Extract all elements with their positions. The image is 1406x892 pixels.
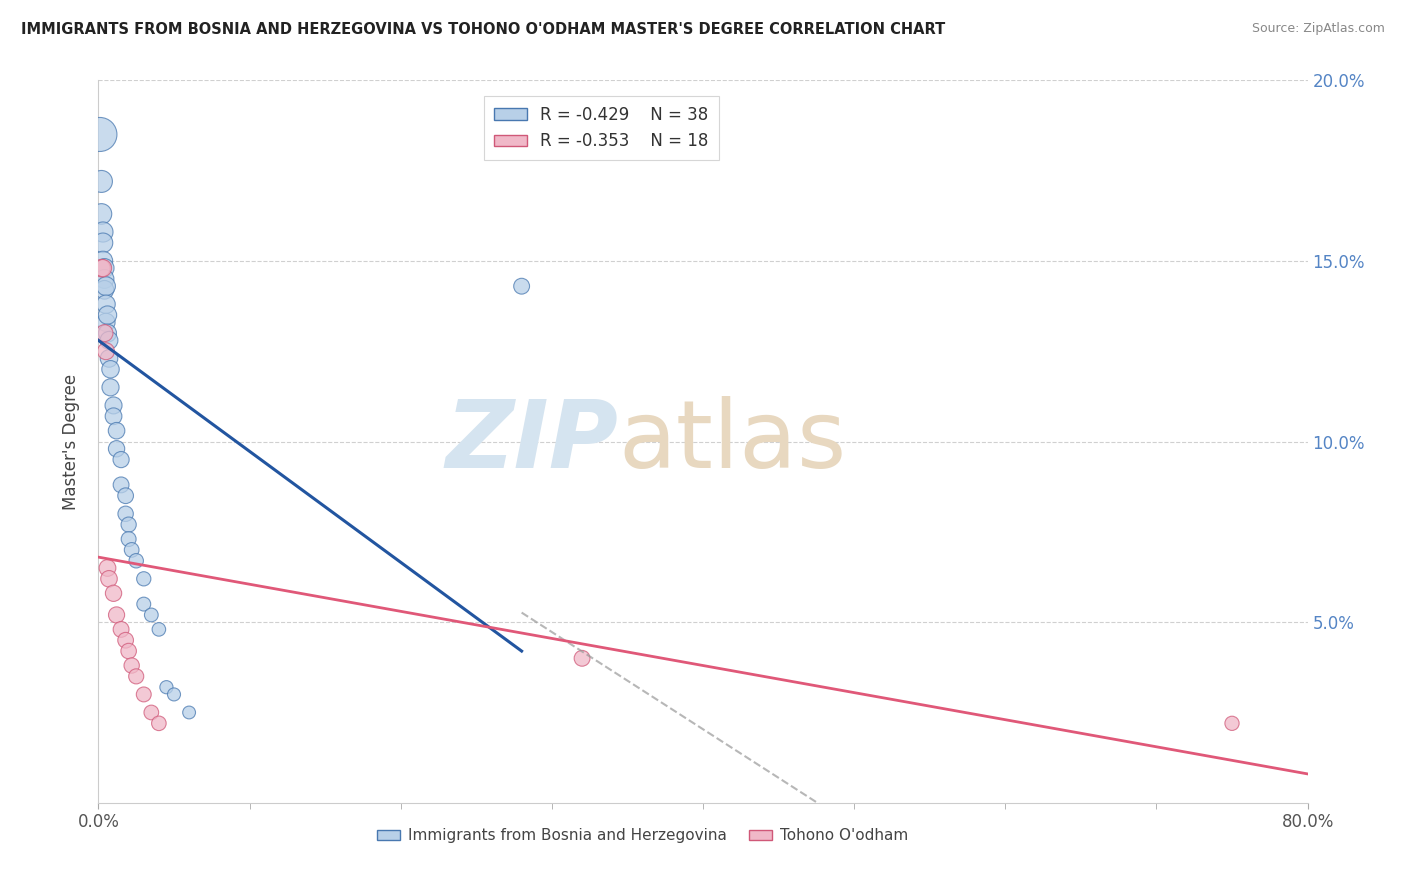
Point [148,623,170,637]
Text: Source: ZipAtlas.com: Source: ZipAtlas.com [1251,22,1385,36]
Point [96,308,118,322]
Point [91,225,114,239]
Point [110,452,132,467]
Point [89,128,111,142]
Point [114,489,136,503]
Point [103,586,125,600]
Point [94,315,117,329]
Point [114,633,136,648]
Point [90,207,112,221]
Point [96,561,118,575]
Point [100,380,122,394]
Text: atlas: atlas [619,395,846,488]
Point [103,409,125,424]
Point [571,651,593,665]
Point [1220,716,1243,731]
Point [141,607,163,622]
Point [132,572,155,586]
Point [96,326,118,340]
Point [98,351,121,366]
Point [105,607,128,622]
Point [93,283,115,297]
Point [93,261,115,276]
Point [91,254,114,268]
Text: ZIP: ZIP [446,395,619,488]
Point [118,532,141,546]
Point [90,174,112,188]
Point [155,680,177,694]
Point [98,334,121,348]
Point [121,658,143,673]
Point [91,235,114,250]
Point [510,279,533,293]
Point [94,279,117,293]
Point [94,344,117,359]
Y-axis label: Master's Degree: Master's Degree [62,374,80,509]
Point [94,297,117,311]
Point [91,261,114,276]
Point [163,687,186,701]
Point [141,706,163,720]
Point [90,261,112,276]
Point [93,272,115,286]
Point [110,623,132,637]
Point [121,542,143,557]
Point [114,507,136,521]
Point [105,442,128,456]
Point [100,362,122,376]
Text: IMMIGRANTS FROM BOSNIA AND HERZEGOVINA VS TOHONO O'ODHAM MASTER'S DEGREE CORRELA: IMMIGRANTS FROM BOSNIA AND HERZEGOVINA V… [21,22,945,37]
Point [118,644,141,658]
Point [125,554,148,568]
Point [125,669,148,683]
Point [93,326,115,340]
Point [110,478,132,492]
Point [105,424,128,438]
Point [132,687,155,701]
Point [148,716,170,731]
Point [98,572,121,586]
Point [179,706,201,720]
Point [118,517,141,532]
Point [103,398,125,412]
Point [132,597,155,611]
Legend: Immigrants from Bosnia and Herzegovina, Tohono O'odham: Immigrants from Bosnia and Herzegovina, … [371,822,914,849]
